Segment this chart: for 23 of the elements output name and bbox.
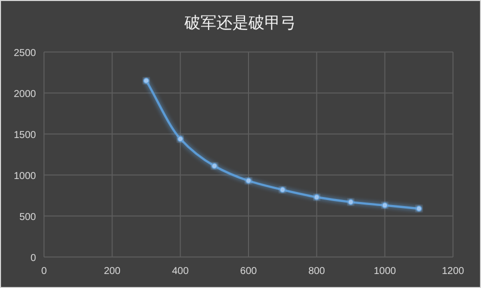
x-tick-label: 1200: [442, 266, 465, 277]
x-tick-label: 800: [308, 266, 326, 277]
point: [246, 178, 252, 184]
x-tick-label: 1000: [374, 266, 396, 277]
point: [177, 136, 184, 142]
y-tick-label: 2500: [14, 48, 36, 59]
point: [211, 162, 218, 169]
point: [143, 78, 150, 84]
y-tick-label: 1000: [14, 171, 36, 182]
x-tick-label: 0: [41, 266, 48, 277]
y-tick-label: 2000: [14, 89, 36, 100]
point: [348, 199, 354, 206]
chart-title: 破军还是破甲弓: [184, 14, 296, 32]
x-tick-label: 400: [172, 266, 190, 277]
point: [280, 186, 286, 193]
point: [382, 202, 388, 208]
x-tick-label: 200: [104, 266, 121, 277]
point: [314, 194, 320, 200]
point: [416, 206, 422, 212]
y-tick-label: 1500: [14, 130, 36, 141]
y-tick-label: 0: [30, 253, 36, 264]
x-tick-label: 600: [240, 266, 258, 277]
y-tick-label: 500: [19, 212, 36, 223]
